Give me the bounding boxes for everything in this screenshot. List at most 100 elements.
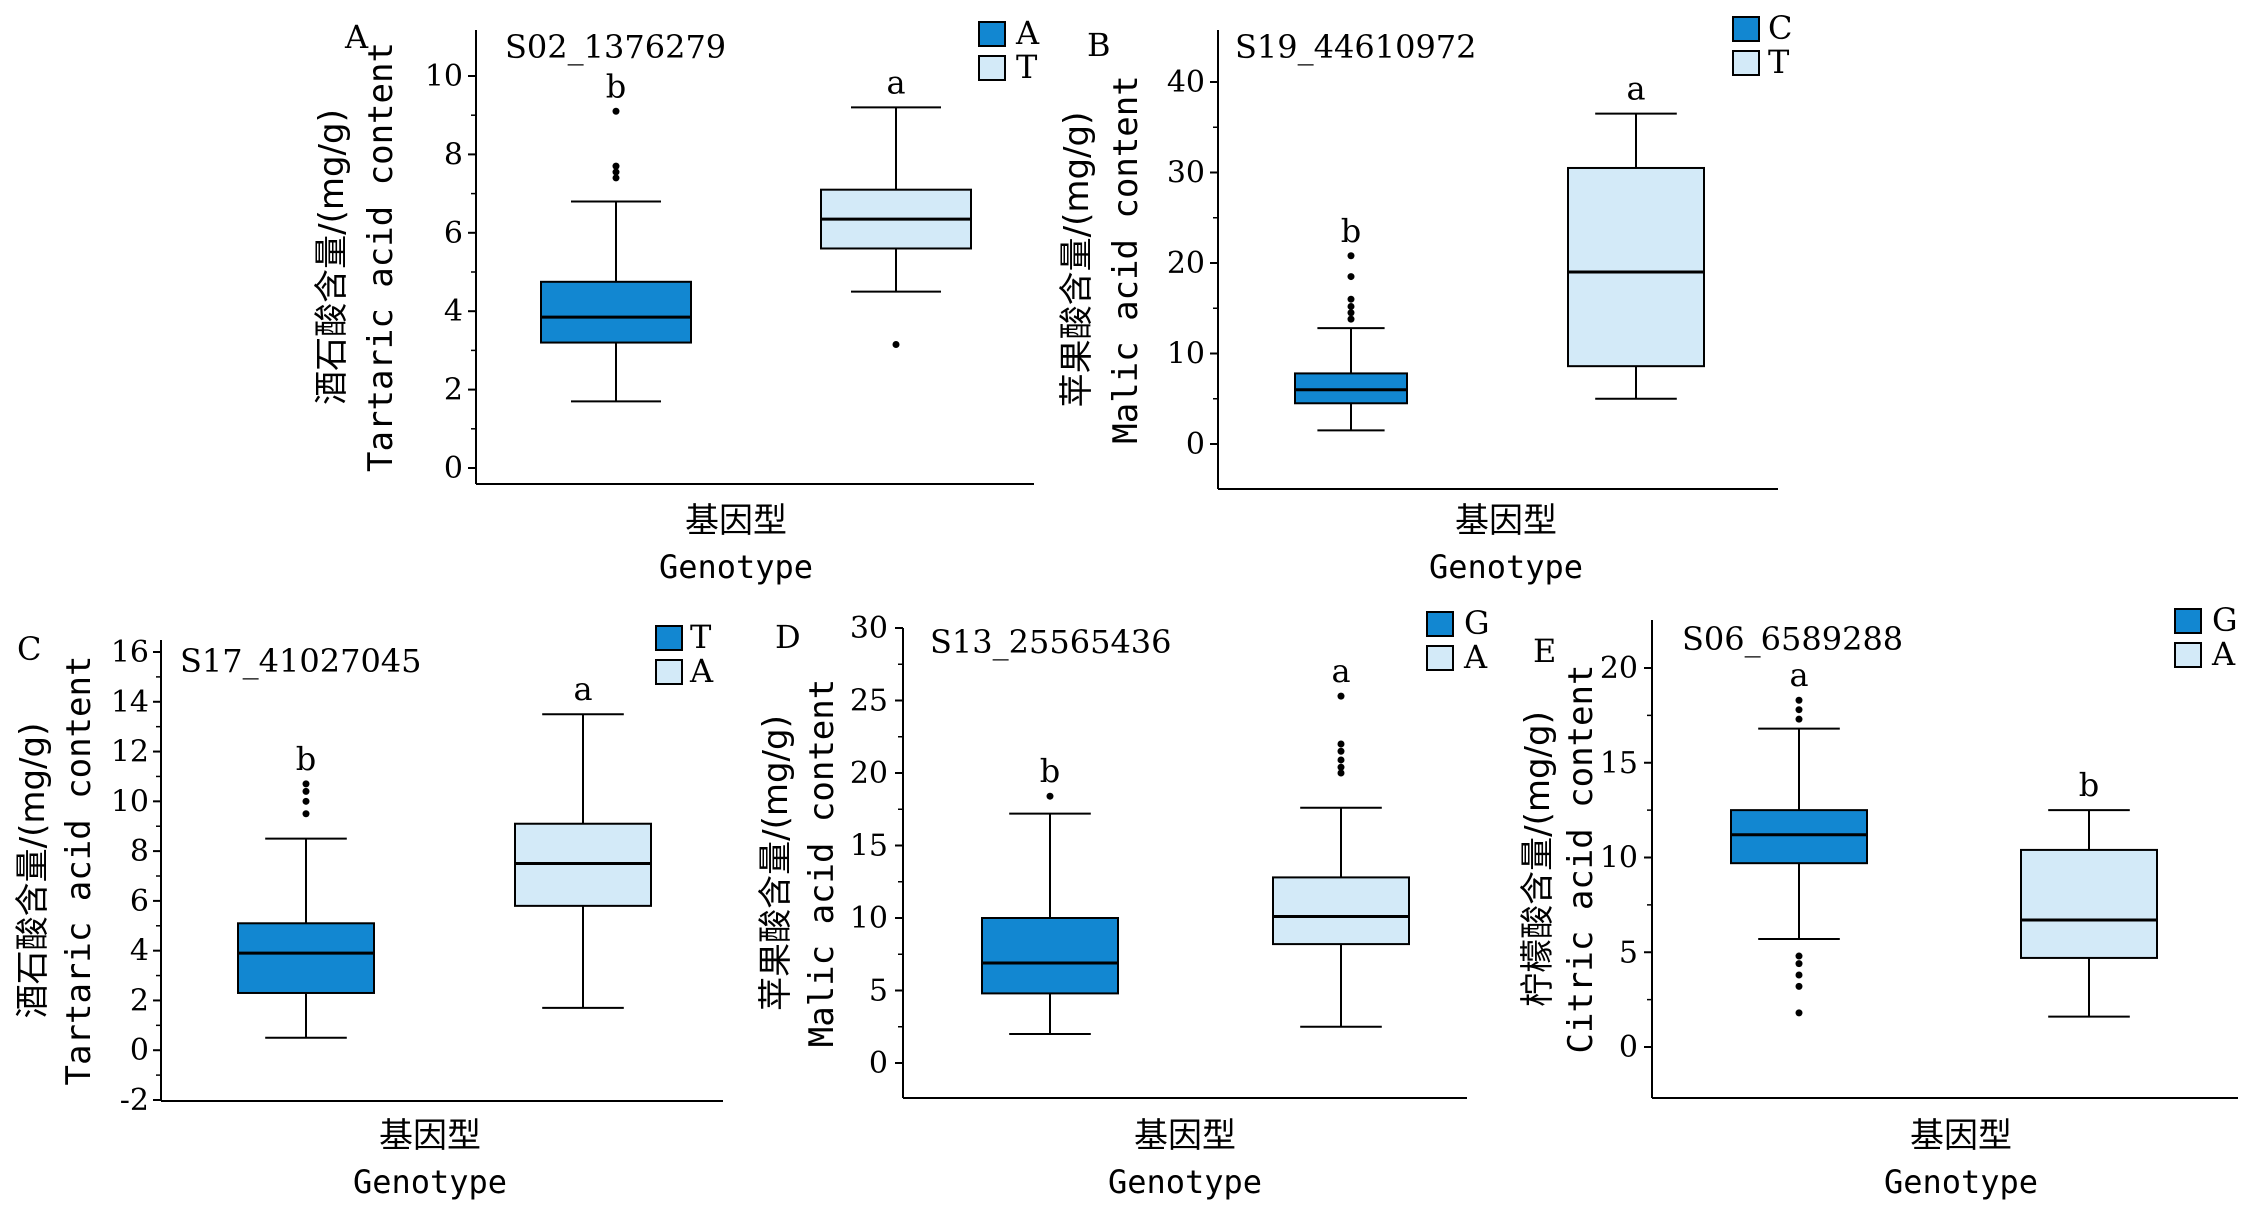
y-tick-label: 5 bbox=[1619, 935, 1638, 970]
snp-title: S06_6589288 bbox=[1682, 620, 1903, 658]
iqr-box bbox=[237, 922, 375, 994]
y-tick-label: 4 bbox=[444, 294, 463, 329]
y-tick-label: 2 bbox=[130, 983, 149, 1018]
y-axis-label-cn: 柠檬酸含量/(mg/g) bbox=[1518, 711, 1558, 1007]
y-axis-label-cn: 酒石酸含量/(mg/g) bbox=[312, 109, 352, 405]
outlier-point bbox=[1347, 309, 1355, 317]
iqr-box bbox=[1730, 809, 1868, 865]
outlier-point bbox=[1347, 273, 1355, 281]
outlier-point bbox=[1347, 302, 1355, 310]
legend-label: A bbox=[1463, 638, 1488, 676]
outlier-point bbox=[1337, 692, 1345, 700]
legend-label: C bbox=[1768, 9, 1792, 47]
snp-title: S02_1376279 bbox=[505, 28, 726, 66]
box-c: b bbox=[1294, 212, 1408, 432]
x-axis-label-en: Genotype bbox=[659, 548, 813, 586]
legend-label: A bbox=[689, 652, 714, 690]
box-g: a bbox=[1730, 656, 1868, 1017]
outlier-point bbox=[1347, 252, 1355, 260]
outlier-point bbox=[1795, 960, 1803, 968]
y-tick-label: 30 bbox=[850, 611, 888, 646]
legend-label: A bbox=[1015, 14, 1040, 52]
significance-letter: a bbox=[1789, 656, 1808, 694]
y-tick-label: 14 bbox=[111, 685, 149, 720]
y-tick-label: 2 bbox=[444, 373, 463, 408]
legend-label: G bbox=[2212, 601, 2238, 639]
y-tick-label: 6 bbox=[444, 216, 463, 251]
significance-letter: a bbox=[1626, 70, 1645, 108]
legend-swatch bbox=[2174, 642, 2202, 668]
box-a: a bbox=[514, 670, 652, 1009]
snp-title: S17_41027045 bbox=[180, 642, 422, 680]
y-tick-label: 0 bbox=[130, 1033, 149, 1068]
outlier-point bbox=[1347, 295, 1355, 303]
y-tick-label: 25 bbox=[850, 684, 888, 719]
y-tick-label: 40 bbox=[1167, 65, 1205, 100]
outlier-point bbox=[612, 162, 620, 170]
y-tick-label: 0 bbox=[444, 451, 463, 486]
iqr-box bbox=[2020, 848, 2158, 959]
y-tick-label: 15 bbox=[1600, 746, 1638, 781]
significance-letter: b bbox=[296, 740, 316, 778]
y-axis-label-en: Tartaric acid content bbox=[361, 42, 401, 472]
box-t: b bbox=[237, 740, 375, 1039]
x-axis-label-en: Genotype bbox=[1884, 1163, 2038, 1201]
outlier-point bbox=[892, 341, 900, 349]
x-axis-label-en: Genotype bbox=[1429, 548, 1583, 586]
y-tick-label: 12 bbox=[111, 735, 149, 770]
y-tick-label: 30 bbox=[1167, 156, 1205, 191]
y-tick-label: 8 bbox=[444, 137, 463, 172]
outlier-point bbox=[612, 107, 620, 115]
panel-letter: E bbox=[1533, 632, 1556, 670]
snp-title: S13_25565436 bbox=[930, 623, 1172, 661]
outlier-point bbox=[1046, 792, 1054, 800]
panel-letter: D bbox=[775, 618, 801, 656]
y-tick-label: 10 bbox=[850, 901, 888, 936]
outlier-point bbox=[1337, 756, 1345, 764]
y-axis-label-en: Tartaric acid content bbox=[59, 656, 99, 1086]
iqr-box bbox=[981, 917, 1119, 995]
y-tick-label: 8 bbox=[130, 834, 149, 869]
box-a: b bbox=[2020, 766, 2158, 1018]
box-a: a bbox=[1272, 652, 1410, 1028]
significance-letter: a bbox=[573, 670, 592, 708]
y-axis-label-en: Malic acid content bbox=[802, 679, 842, 1047]
y-tick-label: 15 bbox=[850, 829, 888, 864]
legend-swatch bbox=[655, 625, 683, 651]
outlier-point bbox=[612, 174, 620, 182]
y-tick-label: 20 bbox=[1600, 651, 1638, 686]
significance-letter: b bbox=[2079, 766, 2099, 804]
y-tick-label: 10 bbox=[1167, 337, 1205, 372]
y-tick-label: 20 bbox=[1167, 246, 1205, 281]
iqr-box bbox=[1567, 166, 1705, 368]
y-axis-label-cn: 苹果酸含量/(mg/g) bbox=[756, 715, 796, 1011]
y-tick-label: 20 bbox=[850, 756, 888, 791]
outlier-point bbox=[302, 787, 310, 795]
x-axis-label-cn: 基因型 bbox=[379, 1116, 481, 1156]
legend-swatch bbox=[1426, 611, 1454, 637]
y-tick-label: 0 bbox=[1186, 427, 1205, 462]
outlier-point bbox=[1795, 971, 1803, 979]
legend-swatch bbox=[1426, 645, 1454, 671]
outlier-point bbox=[1795, 715, 1803, 723]
legend-label: T bbox=[690, 618, 712, 656]
x-axis-label-cn: 基因型 bbox=[685, 501, 787, 541]
outlier-point bbox=[302, 780, 310, 788]
y-tick-label: 6 bbox=[130, 884, 149, 919]
box-a: b bbox=[540, 67, 692, 403]
outlier-point bbox=[1795, 706, 1803, 714]
significance-letter: b bbox=[606, 67, 626, 105]
panel-a: A S02_1376279 0 2 4 6 8 10 酒石酸含量/(mg/g) Tartaric … bbox=[312, 14, 1040, 586]
iqr-box bbox=[540, 280, 692, 344]
y-tick-label: 0 bbox=[869, 1046, 888, 1081]
significance-letter: a bbox=[886, 63, 905, 101]
iqr-box bbox=[1272, 876, 1410, 946]
outlier-point bbox=[1795, 1009, 1803, 1017]
panel-letter: A bbox=[344, 18, 369, 56]
outlier-point bbox=[1347, 315, 1355, 323]
panel-e: E S06_6589288 0 5 10 15 20 柠檬酸含量/(mg/g) Citric a… bbox=[1518, 601, 2238, 1201]
y-axis-label-en: Malic acid content bbox=[1106, 75, 1146, 443]
legend-swatch bbox=[655, 659, 683, 685]
legend-swatch bbox=[1732, 50, 1760, 76]
